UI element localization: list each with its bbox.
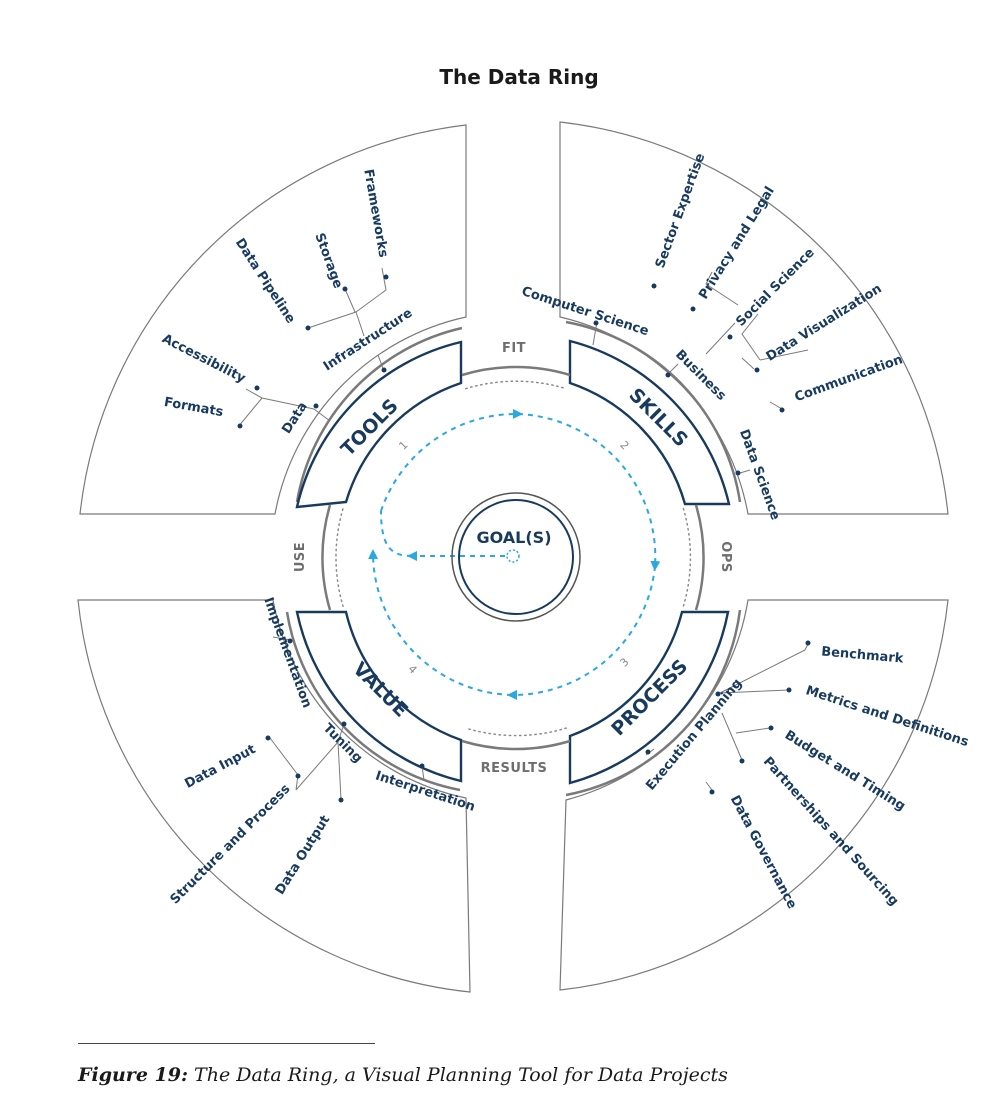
caption-prefix: Figure 19: <box>78 1064 188 1086</box>
process-item-metrics-and-definitions: Metrics and Definitions <box>804 683 971 750</box>
goal-center-dot <box>506 549 520 563</box>
skills-item-sector-expertise: Sector Expertise <box>653 151 709 270</box>
skills-band <box>568 339 731 506</box>
value-grey-arc <box>285 611 461 792</box>
tools-connectors <box>237 267 387 428</box>
figure-caption: Figure 19: The Data Ring, a Visual Plann… <box>78 1064 728 1086</box>
goal-inner-circle <box>458 499 574 615</box>
cycle-arrow-left <box>368 549 513 696</box>
goal-label: GOAL(S) <box>476 528 551 547</box>
axis-label-results: RESULTS <box>481 761 548 776</box>
value-outer-panel <box>77 599 471 993</box>
process-grey-arc <box>565 609 742 797</box>
tools-item-data-pipeline: Data Pipeline <box>232 236 298 327</box>
axis-label-ops: OPS <box>718 541 733 572</box>
tools-item-frameworks: Frameworks <box>360 168 390 259</box>
skills-item-privacy-and-legal: Privacy and Legal <box>696 184 778 302</box>
skills-item-data-visualization: Data Visualization <box>764 281 885 364</box>
tools-band <box>295 340 463 509</box>
data-ring-diagram: The Data Ring FIT RESULTS OPS USE <box>77 65 971 993</box>
caption-text: The Data Ring, a Visual Planning Tool fo… <box>194 1064 728 1086</box>
step-number-3: 3 <box>617 655 631 669</box>
use-dotted-arc <box>335 507 344 608</box>
tools-grey-arc <box>295 326 463 503</box>
skills-subcategory-business: Business <box>672 347 729 404</box>
results-arc <box>461 739 571 751</box>
skills-item-communication: Communication <box>793 352 905 405</box>
tools-outer-panel <box>79 124 467 515</box>
axis-label-use: USE <box>293 542 308 572</box>
skills-connectors <box>592 271 809 474</box>
cycle-arrow-bottom <box>507 565 656 701</box>
process-item-benchmark: Benchmark <box>821 644 905 666</box>
value-band <box>295 610 463 783</box>
ops-dotted-arc <box>682 507 692 608</box>
step-number-2: 2 <box>617 438 631 452</box>
value-item-data-output: Data Output <box>273 813 334 898</box>
cycle-arrow-right <box>517 413 661 571</box>
process-item-data-governance: Data Governance <box>727 793 800 912</box>
tools-item-accessibility: Accessibility <box>159 331 248 386</box>
step-number-4: 4 <box>405 662 419 676</box>
use-arc <box>321 504 332 611</box>
diagram-title: The Data Ring <box>439 65 598 89</box>
step-number-1: 1 <box>396 438 410 452</box>
axis-label-fit: FIT <box>502 341 526 356</box>
goal-outer-circle <box>451 492 581 622</box>
value-item-data-input: Data Input <box>182 742 258 792</box>
ops-arc <box>694 504 705 611</box>
cycle-arrow-top <box>380 408 523 512</box>
value-connectors <box>269 636 425 800</box>
tools-item-formats: Formats <box>163 395 225 420</box>
skills-grey-arc <box>565 320 742 503</box>
tools-item-storage: Storage <box>311 231 345 291</box>
results-dotted-arc <box>465 727 567 737</box>
skills-item-social-science: Social Science <box>733 245 818 330</box>
caption-rule <box>78 1043 375 1044</box>
skills-subcategory-data-science: Data Science <box>736 428 783 523</box>
fit-arc <box>461 365 571 377</box>
goal-link-path <box>380 510 413 557</box>
process-band <box>568 610 730 785</box>
skills-subcategory-computer-science: Computer Science <box>520 284 651 339</box>
fit-dotted-arc <box>465 380 567 390</box>
connector-dots <box>237 274 811 803</box>
